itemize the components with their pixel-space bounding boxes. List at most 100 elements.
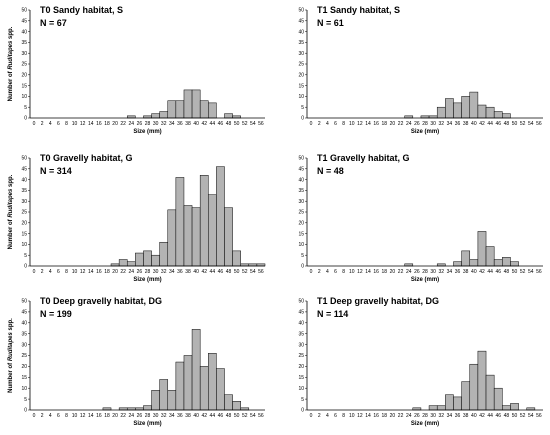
y-axis-label-genus: Ruditapes [8,188,14,218]
x-tick-label: 52 [520,413,526,419]
x-tick-label: 40 [471,413,477,419]
y-tick-label: 0 [24,408,27,414]
x-tick-label: 38 [463,121,469,127]
x-tick-label: 2 [318,269,321,275]
x-tick-label: 30 [430,413,436,419]
x-tick-label: 36 [177,269,183,275]
x-tick-label: 48 [226,413,232,419]
x-tick-label: 44 [210,413,216,419]
histogram-bar [216,166,225,267]
y-axis-label-genus: Ruditapes [8,332,14,362]
x-tick-label: 20 [390,413,396,419]
y-tick-label: 25 [298,353,304,359]
x-tick-label: 38 [463,413,469,419]
x-tick-label: 0 [33,413,36,419]
x-tick-label: 52 [520,121,526,127]
x-tick-label: 54 [528,269,534,275]
x-tick-label: 4 [326,121,329,127]
histogram-bar [502,405,511,411]
y-tick-label: 40 [21,321,27,327]
x-tick-label: 12 [357,121,363,127]
x-tick-label: 16 [373,269,379,275]
panel-sample-size: N = 48 [317,166,344,176]
histogram-bar [199,366,209,411]
y-tick-label: 25 [21,210,27,216]
x-tick-label: 28 [145,269,151,275]
y-tick-label: 45 [298,167,304,173]
histogram-bar [208,102,217,119]
x-axis-label: Size (mm) [411,277,439,283]
x-tick-label: 16 [373,121,379,127]
x-tick-label: 42 [201,121,207,127]
x-tick-label: 0 [33,121,36,127]
x-tick-label: 10 [349,269,355,275]
x-tick-label: 46 [218,413,224,419]
panel-sample-size: N = 67 [40,18,67,28]
histogram-bar [183,89,193,119]
histogram-bar [199,175,209,267]
y-tick-label: 20 [298,73,304,79]
x-tick-label: 26 [414,269,420,275]
x-tick-label: 56 [536,413,542,419]
y-axis-label-genus: Ruditapes [8,40,14,70]
x-tick-label: 2 [41,269,44,275]
x-tick-label: 30 [153,413,159,419]
x-tick-label: 48 [226,269,232,275]
panel-sample-size: N = 61 [317,18,344,28]
x-tick-label: 16 [96,269,102,275]
x-tick-label: 20 [390,121,396,127]
histogram-bar [175,177,185,267]
x-tick-label: 34 [447,413,453,419]
y-axis-label-prefix: Number of [8,361,14,393]
x-tick-label: 4 [49,413,52,419]
x-tick-label: 46 [218,121,224,127]
y-tick-label: 15 [21,375,27,381]
histogram-bar [469,363,479,411]
x-tick-label: 38 [185,269,191,275]
y-tick-label: 0 [301,264,304,270]
x-axis-label: Size (mm) [411,129,439,135]
x-tick-label: 50 [512,121,518,127]
histogram-bar [232,401,241,411]
y-tick-label: 50 [21,299,27,305]
histogram-bar [191,329,201,411]
histogram-bar [469,91,479,119]
histogram-bar [510,403,519,411]
y-tick-label: 45 [298,19,304,25]
y-tick-label: 45 [21,310,27,316]
x-tick-label: 42 [201,413,207,419]
x-tick-label: 48 [504,121,510,127]
x-tick-label: 26 [137,121,143,127]
x-tick-label: 10 [72,121,78,127]
x-tick-label: 26 [137,269,143,275]
y-tick-label: 30 [298,51,304,57]
x-tick-label: 44 [210,269,216,275]
y-tick-label: 50 [298,8,304,14]
y-tick-label: 0 [301,408,304,414]
x-tick-label: 44 [487,413,493,419]
y-tick-label: 50 [298,299,304,305]
y-tick-label: 20 [298,364,304,370]
histogram-bar [191,89,201,119]
x-tick-label: 18 [104,121,110,127]
y-tick-label: 20 [21,221,27,227]
x-tick-label: 20 [112,413,118,419]
y-axis-label: Number of Ruditapes spp. [8,26,14,101]
histogram-bar [183,355,193,411]
x-tick-label: 40 [193,413,199,419]
x-tick-label: 0 [310,121,313,127]
y-tick-label: 10 [21,386,27,392]
x-tick-label: 38 [463,269,469,275]
x-tick-label: 50 [234,269,240,275]
histogram-bar [159,379,169,411]
x-tick-label: 12 [80,121,86,127]
x-tick-label: 24 [406,121,412,127]
x-tick-label: 34 [447,121,453,127]
y-axis-label: Number of Ruditapes spp. [8,174,14,249]
x-tick-label: 40 [471,269,477,275]
